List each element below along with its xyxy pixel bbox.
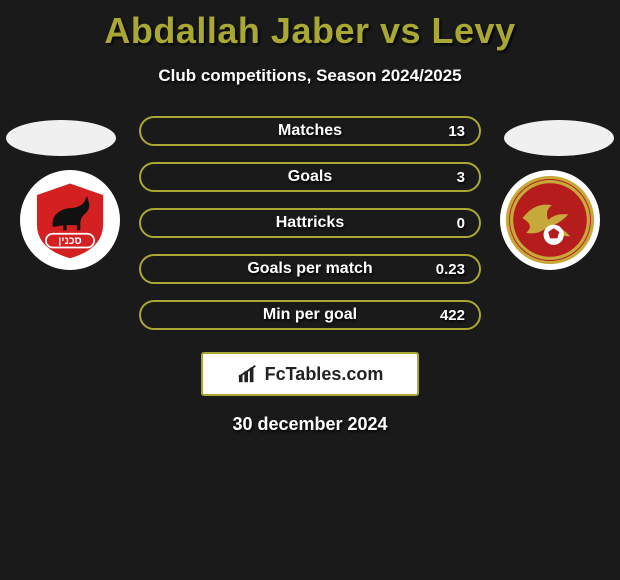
- player-avatar-right: [504, 120, 614, 156]
- stat-value: 422: [440, 307, 465, 324]
- club-crest-right: [500, 170, 600, 270]
- stat-label: Matches: [278, 122, 342, 140]
- page-title: Abdallah Jaber vs Levy: [0, 0, 620, 52]
- comparison-panel: סכנין Matches 13 Goals 3 Hattricks 0: [0, 116, 620, 435]
- stat-value: 3: [457, 169, 465, 186]
- stat-row-matches: Matches 13: [139, 116, 481, 146]
- stat-label: Goals per match: [247, 260, 372, 278]
- stat-label: Min per goal: [263, 306, 357, 324]
- club-crest-left: סכנין: [20, 170, 120, 270]
- brand-text: FcTables.com: [265, 364, 384, 385]
- stat-value: 0.23: [436, 261, 465, 278]
- stat-row-hattricks: Hattricks 0: [139, 208, 481, 238]
- comparison-date: 30 december 2024: [0, 414, 620, 435]
- stat-label: Goals: [288, 168, 332, 186]
- stat-row-goals-per-match: Goals per match 0.23: [139, 254, 481, 284]
- stat-value: 13: [448, 123, 465, 140]
- stat-row-goals: Goals 3: [139, 162, 481, 192]
- svg-text:סכנין: סכנין: [58, 236, 81, 247]
- club-crest-right-icon: [504, 174, 596, 266]
- subtitle: Club competitions, Season 2024/2025: [0, 66, 620, 86]
- brand-attribution[interactable]: FcTables.com: [201, 352, 419, 396]
- stat-value: 0: [457, 215, 465, 232]
- stat-label: Hattricks: [276, 214, 344, 232]
- stat-row-min-per-goal: Min per goal 422: [139, 300, 481, 330]
- bar-chart-icon: [237, 364, 259, 384]
- stats-list: Matches 13 Goals 3 Hattricks 0 Goals per…: [139, 116, 481, 330]
- player-avatar-left: [6, 120, 116, 156]
- club-crest-left-icon: סכנין: [27, 177, 113, 263]
